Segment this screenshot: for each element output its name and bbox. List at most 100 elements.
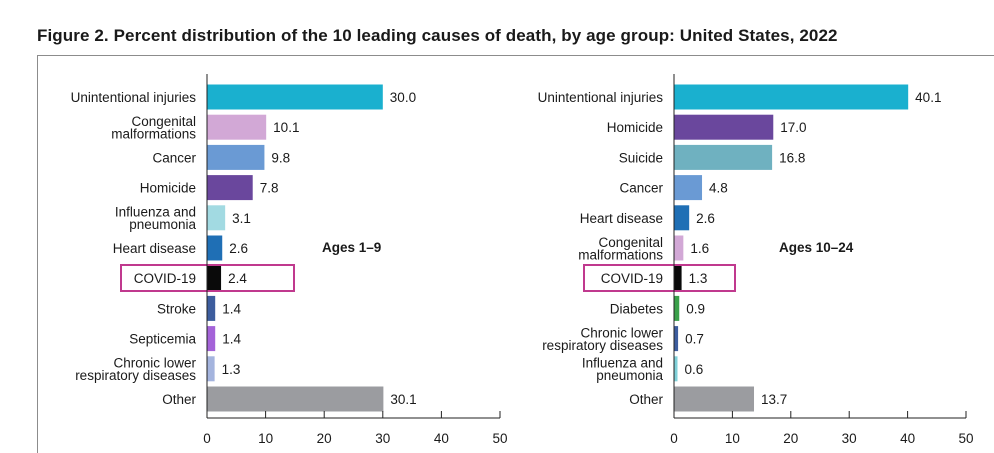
value-label-influenza-and-pneumonia: 0.6 (685, 362, 704, 377)
value-label-suicide: 16.8 (779, 150, 805, 165)
category-label-line: Unintentional injuries (71, 90, 197, 105)
category-label-cancer: Cancer (152, 150, 196, 165)
x-tick-label-50: 50 (492, 431, 507, 446)
x-tick-label-30: 30 (842, 431, 857, 446)
category-label-line: Suicide (619, 150, 663, 165)
value-label-heart-disease: 2.6 (229, 241, 248, 256)
value-label-unintentional-injuries: 40.1 (915, 90, 941, 105)
value-label-covid-19: 2.4 (228, 271, 247, 286)
category-label-line: Other (162, 392, 196, 407)
value-label-homicide: 17.0 (780, 120, 806, 135)
category-label-covid-19: COVID-19 (134, 271, 196, 286)
category-label-unintentional-injuries: Unintentional injuries (71, 90, 197, 105)
category-label-influenza-and-pneumonia: Influenza and pneumonia (115, 205, 197, 233)
category-label-line: respiratory diseases (75, 368, 196, 383)
bar-suicide (674, 144, 773, 170)
bar-unintentional-injuries (207, 84, 383, 110)
bar-congenital-malformations (207, 114, 267, 140)
chart-panel-ages-10-24: 40.1 Unintentional injuries 17.0 Homicide 16… (538, 74, 974, 446)
bar-homicide (674, 114, 774, 140)
value-label-diabetes: 0.9 (686, 301, 705, 316)
x-tick-label-30: 30 (375, 431, 390, 446)
category-label-line: respiratory diseases (542, 338, 663, 353)
category-label-homicide: Homicide (140, 181, 196, 196)
value-label-other: 13.7 (761, 392, 787, 407)
category-label-other: Other (629, 392, 663, 407)
panel-age-label: Ages 1–9 (322, 240, 381, 255)
bar-septicemia (207, 326, 216, 352)
category-label-line: malformations (111, 126, 196, 141)
value-label-influenza-and-pneumonia: 3.1 (232, 211, 251, 226)
x-tick-label-10: 10 (258, 431, 273, 446)
category-label-heart-disease: Heart disease (113, 241, 196, 256)
x-tick-label-10: 10 (725, 431, 740, 446)
bar-unintentional-injuries (674, 84, 909, 110)
bar-influenza-and-pneumonia (207, 205, 226, 231)
x-tick-label-40: 40 (900, 431, 915, 446)
category-label-line: Heart disease (580, 211, 663, 226)
category-label-line: Cancer (152, 150, 196, 165)
category-label-line: Other (629, 392, 663, 407)
x-tick-label-20: 20 (317, 431, 332, 446)
bar-chronic-lower-respiratory-diseases (674, 326, 679, 352)
bar-other (674, 386, 755, 412)
bar-heart-disease (207, 235, 223, 261)
value-label-cancer: 4.8 (709, 181, 728, 196)
category-label-line: Influenza and (115, 205, 196, 220)
category-label-line: COVID-19 (134, 271, 196, 286)
category-label-septicemia: Septicemia (129, 332, 196, 347)
bar-stroke (207, 295, 216, 321)
value-label-stroke: 1.4 (222, 301, 241, 316)
value-label-unintentional-injuries: 30.0 (390, 90, 416, 105)
bar-influenza-and-pneumonia (674, 356, 678, 382)
x-tick-label-0: 0 (670, 431, 678, 446)
bar-diabetes (674, 295, 680, 321)
bar-covid-19 (674, 265, 682, 291)
value-label-homicide: 7.8 (260, 181, 279, 196)
value-label-congenital-malformations: 10.1 (273, 120, 299, 135)
category-label-line: Septicemia (129, 332, 196, 347)
x-tick-label-50: 50 (958, 431, 973, 446)
bar-congenital-malformations (674, 235, 684, 261)
category-label-line: Influenza and (582, 356, 663, 371)
category-label-chronic-lower-respiratory-diseases: Chronic lower respiratory diseases (542, 325, 663, 353)
category-label-line: pneumonia (596, 368, 663, 383)
category-label-line: Unintentional injuries (538, 90, 664, 105)
category-label-line: Cancer (619, 181, 663, 196)
category-label-line: Congenital (131, 114, 196, 129)
value-label-congenital-malformations: 1.6 (690, 241, 709, 256)
panel-age-label: Ages 10–24 (779, 240, 854, 255)
bar-covid-19 (207, 265, 222, 291)
category-label-diabetes: Diabetes (610, 301, 664, 316)
value-label-septicemia: 1.4 (222, 332, 241, 347)
category-label-chronic-lower-respiratory-diseases: Chronic lower respiratory diseases (75, 356, 196, 384)
value-label-cancer: 9.8 (271, 150, 290, 165)
bar-other (207, 386, 384, 412)
category-label-line: Stroke (157, 301, 196, 316)
bar-cancer (207, 144, 265, 170)
category-label-congenital-malformations: Congenital malformations (111, 114, 196, 142)
category-label-homicide: Homicide (607, 120, 663, 135)
category-label-line: Heart disease (113, 241, 196, 256)
category-label-other: Other (162, 392, 196, 407)
category-label-line: pneumonia (129, 217, 196, 232)
category-label-line: Chronic lower (113, 356, 196, 371)
bar-cancer (674, 175, 703, 201)
category-label-line: Homicide (140, 181, 196, 196)
category-label-line: Congenital (598, 235, 663, 250)
category-label-line: Chronic lower (580, 325, 663, 340)
value-label-covid-19: 1.3 (689, 271, 708, 286)
bar-heart-disease (674, 205, 690, 231)
category-label-line: Homicide (607, 120, 663, 135)
value-label-heart-disease: 2.6 (696, 211, 715, 226)
value-label-chronic-lower-respiratory-diseases: 1.3 (222, 362, 241, 377)
category-label-heart-disease: Heart disease (580, 211, 663, 226)
covid-19-highlight-box (583, 264, 736, 292)
category-label-line: Diabetes (610, 301, 664, 316)
value-label-chronic-lower-respiratory-diseases: 0.7 (685, 332, 704, 347)
figure-frame (37, 55, 994, 453)
category-label-line: COVID-19 (601, 271, 663, 286)
category-label-line: malformations (578, 247, 663, 262)
value-label-other: 30.1 (390, 392, 416, 407)
